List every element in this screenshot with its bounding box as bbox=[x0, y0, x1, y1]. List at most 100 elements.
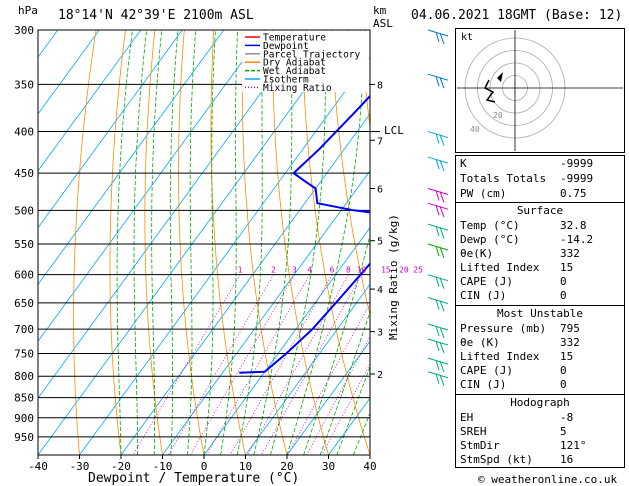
wet-adiabat-line bbox=[151, 30, 163, 455]
wind-barb bbox=[427, 156, 449, 164]
wind-barb-flag bbox=[435, 31, 440, 43]
y-tick-label: 900 bbox=[14, 412, 34, 425]
most-unstable-box: Most Unstable Pressure (mb) 795 θe (K) 332… bbox=[455, 305, 625, 395]
hodo-row: SREH 5 bbox=[460, 425, 567, 438]
dry-adiabat-line bbox=[109, 30, 126, 455]
y-tick-label: 350 bbox=[14, 78, 34, 91]
lcl-label: LCL bbox=[384, 124, 404, 137]
x-tick-label: 30 bbox=[322, 460, 335, 473]
isotherm-line bbox=[38, 30, 100, 115]
storm-motion-arrow bbox=[497, 72, 503, 82]
wind-barb bbox=[427, 73, 449, 81]
series-dewpoint bbox=[239, 94, 370, 374]
wind-barb-flag bbox=[439, 360, 445, 373]
mixing-ratio-label: 25 bbox=[413, 266, 423, 275]
mixing-ratio-line bbox=[206, 274, 310, 455]
y-tick-label: 450 bbox=[14, 167, 34, 180]
wet-adiabat-line bbox=[187, 30, 197, 455]
surface-box: Surface Temp (°C) 32.8 Dewp (°C) -14.2 θe(… bbox=[455, 202, 625, 306]
wind-barb bbox=[427, 323, 449, 331]
isotherm-line bbox=[120, 113, 370, 455]
wind-barb-flag bbox=[435, 245, 440, 257]
surface-row: θe(K) 332 bbox=[460, 247, 580, 260]
mu-row: Pressure (mb) 795 bbox=[460, 322, 580, 335]
surface-row: CIN (J) 0 bbox=[460, 289, 567, 302]
wind-barb-flag bbox=[439, 226, 445, 239]
wind-barb-flag bbox=[435, 325, 440, 337]
dry-adiabat-line bbox=[626, 30, 629, 455]
mixing-ratio-line bbox=[261, 274, 362, 455]
mixing-ratio-label: 15 bbox=[381, 266, 391, 275]
km-tick-label: 3 bbox=[377, 328, 383, 339]
wind-barb-flag bbox=[439, 300, 445, 312]
wind-barb-flag bbox=[439, 246, 445, 259]
wind-barb-flag bbox=[439, 206, 445, 218]
km-tick-label: 7 bbox=[377, 136, 383, 147]
wind-barb-flag bbox=[435, 76, 440, 87]
isotherm-line bbox=[38, 30, 142, 172]
wind-barb bbox=[427, 274, 449, 282]
wet-adiabat-line bbox=[319, 310, 370, 455]
isotherm-line bbox=[38, 30, 349, 455]
wind-barb-flag bbox=[435, 226, 440, 237]
wind-barb-flag bbox=[435, 299, 440, 310]
y-tick-label: 550 bbox=[14, 238, 34, 251]
x-tick-label: 40 bbox=[363, 460, 376, 473]
datetime-title: 04.06.2021 18GMT (Base: 12) bbox=[411, 8, 623, 23]
wet-adiabat-line bbox=[253, 30, 293, 455]
legend-label: Wet Adiabat bbox=[263, 66, 326, 77]
wind-barb-flag bbox=[435, 359, 440, 371]
legend-label: Parcel Trajectory bbox=[263, 49, 361, 60]
mu-row: θe (K) 332 bbox=[460, 336, 580, 349]
legend-label: Temperature bbox=[263, 33, 326, 44]
km-tick-label: 8 bbox=[377, 80, 383, 91]
km-tick-label: 4 bbox=[377, 285, 383, 296]
legend-label: Mixing Ratio bbox=[263, 83, 332, 94]
index-row-totals: Totals Totals -9999 bbox=[460, 172, 594, 185]
wind-barb-flag bbox=[439, 159, 445, 172]
surface-row: Lifted Index 15 bbox=[460, 261, 574, 274]
isotherm-line bbox=[38, 30, 183, 229]
wind-barb-flag bbox=[439, 77, 445, 89]
wet-adiabat-line bbox=[203, 30, 216, 455]
mu-row: CAPE (J) 0 bbox=[460, 364, 567, 377]
y-tick-label: 650 bbox=[14, 297, 34, 310]
hodograph-ring-label: 40 bbox=[470, 125, 480, 134]
y-tick-label: 500 bbox=[14, 204, 34, 217]
y-tick-label: 850 bbox=[14, 392, 34, 405]
y-tick-label: 300 bbox=[14, 24, 34, 37]
wind-barb bbox=[427, 296, 449, 304]
legend-label: Dry Adiabat bbox=[263, 58, 326, 69]
wet-adiabat-line bbox=[116, 30, 133, 455]
y-tick-label: 950 bbox=[14, 431, 34, 444]
x-tick-label: 0 bbox=[201, 460, 208, 473]
km-tick-label: 2 bbox=[377, 370, 383, 381]
hodograph-title: Hodograph bbox=[510, 396, 570, 409]
index-row-k: K -9999 bbox=[460, 157, 594, 170]
mu-row: CIN (J) 0 bbox=[460, 378, 567, 391]
wind-barb bbox=[427, 131, 449, 139]
hodograph-box: Hodograph EH -8 SREH 5 StmDir 121° StmSpd (… bbox=[455, 394, 625, 468]
wind-barb-flag bbox=[439, 191, 445, 203]
wind-barb-flag bbox=[435, 158, 440, 170]
mixing-ratio-line bbox=[287, 302, 370, 455]
dry-adiabat-line bbox=[360, 30, 370, 130]
wind-barb bbox=[427, 338, 449, 346]
x-tick-label: 10 bbox=[239, 460, 252, 473]
mixing-ratio-label: 10 bbox=[357, 266, 367, 275]
x-tick-label: -40 bbox=[28, 460, 48, 473]
wind-barb-flag bbox=[439, 341, 445, 354]
wind-barb-flag bbox=[435, 133, 440, 144]
indices-panel: K -9999 Totals Totals -9999 PW (cm) 0.75 Su… bbox=[455, 155, 625, 468]
isotherm-line bbox=[79, 56, 370, 455]
hodo-row: StmDir 121° bbox=[460, 439, 587, 452]
x-axis-label: Dewpoint / Temperature (°C) bbox=[88, 471, 300, 486]
y-tick-label: 400 bbox=[14, 126, 34, 139]
y-tick-label: 700 bbox=[14, 323, 34, 336]
km-tick-label: 5 bbox=[377, 237, 383, 248]
surface-row: CAPE (J) 0 bbox=[460, 275, 567, 288]
wind-barb-flag bbox=[435, 276, 440, 287]
pressure-unit-label: hPa bbox=[18, 4, 38, 17]
mixing-ratio-label: 20 bbox=[399, 266, 409, 275]
mixing-ratio-label: 4 bbox=[307, 266, 312, 275]
